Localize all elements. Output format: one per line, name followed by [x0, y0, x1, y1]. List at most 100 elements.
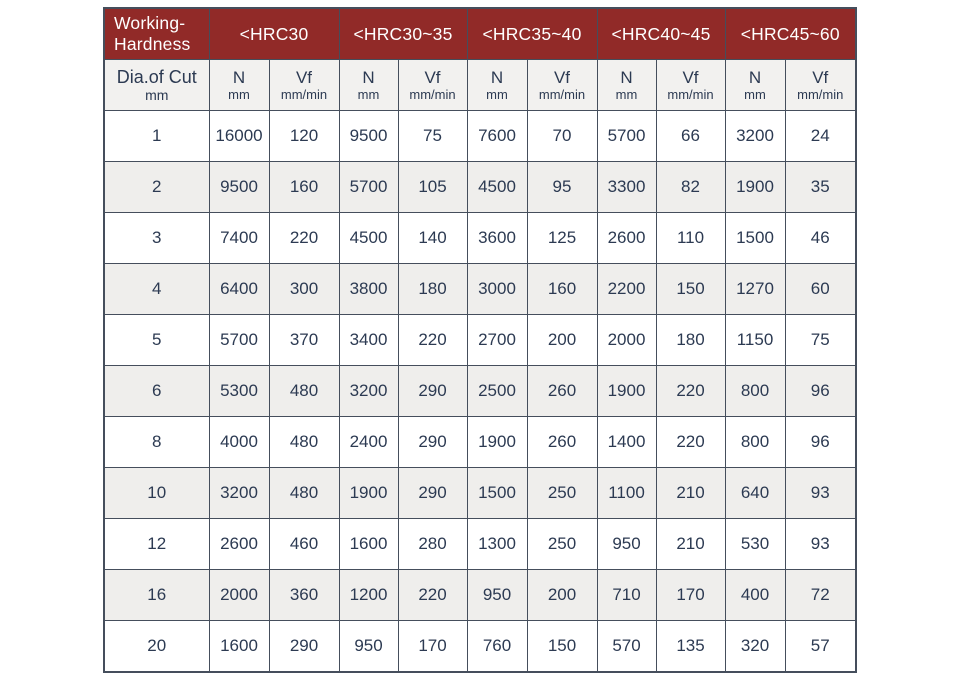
value-cell: 1300 — [466, 518, 528, 570]
value-cell: 75 — [784, 314, 857, 366]
n-header-unit: mm — [357, 87, 380, 103]
value-cell: 150 — [526, 620, 598, 673]
n-header-label: N — [490, 67, 504, 87]
value-cell: 460 — [268, 518, 340, 570]
value-cell: 4500 — [338, 212, 399, 264]
value-cell: 210 — [655, 518, 726, 570]
value-cell: 2600 — [596, 212, 657, 264]
value-cell: 125 — [526, 212, 598, 264]
table-row: 10 3200 480 1900 290 1500 250 1100 210 640 93 — [103, 467, 857, 519]
value-cell: 24 — [784, 110, 857, 162]
value-cell: 400 — [724, 569, 786, 621]
value-cell: 950 — [466, 569, 528, 621]
value-cell: 46 — [784, 212, 857, 264]
value-cell: 290 — [268, 620, 340, 673]
table-body: 1 16000 120 9500 75 7600 70 5700 66 3200 24 2 9500 16… — [103, 110, 857, 673]
value-cell: 2700 — [466, 314, 528, 366]
dia-header-label: Dia.of Cut — [116, 66, 197, 87]
table-row: 12 2600 460 1600 280 1300 250 950 210 530 93 — [103, 518, 857, 570]
value-cell: 2000 — [596, 314, 657, 366]
value-cell: 96 — [784, 365, 857, 417]
value-cell: 3200 — [724, 110, 786, 162]
value-cell: 370 — [268, 314, 340, 366]
corner-header: Working- Hardness — [103, 7, 210, 60]
value-cell: 9500 — [338, 110, 399, 162]
value-cell: 280 — [397, 518, 468, 570]
value-cell: 640 — [724, 467, 786, 519]
value-cell: 4500 — [466, 161, 528, 213]
vf-header-unit: mm/min — [667, 87, 714, 103]
value-cell: 950 — [596, 518, 657, 570]
value-cell: 1500 — [466, 467, 528, 519]
value-cell: 1200 — [338, 569, 399, 621]
value-cell: 290 — [397, 416, 468, 468]
vf-header: Vf mm/min — [784, 59, 857, 111]
value-cell: 7400 — [208, 212, 270, 264]
group-header-hrc35-40: <HRC35~40 — [466, 7, 598, 60]
value-cell: 60 — [784, 263, 857, 315]
vf-header-unit: mm/min — [538, 87, 586, 103]
value-cell: 105 — [397, 161, 468, 213]
table-row: 6 5300 480 3200 290 2500 260 1900 220 800 96 — [103, 365, 857, 417]
dia-cell: 12 — [103, 518, 210, 570]
table-row: 2 9500 160 5700 105 4500 95 3300 82 1900 35 — [103, 161, 857, 213]
value-cell: 3800 — [338, 263, 399, 315]
n-header-label: N — [362, 67, 375, 87]
vf-header: Vf mm/min — [397, 59, 468, 111]
value-cell: 220 — [655, 416, 726, 468]
table-row: 3 7400 220 4500 140 3600 125 2600 110 1500 46 — [103, 212, 857, 264]
value-cell: 72 — [784, 569, 857, 621]
value-cell: 800 — [724, 365, 786, 417]
value-cell: 120 — [268, 110, 340, 162]
value-cell: 57 — [784, 620, 857, 673]
value-cell: 480 — [268, 365, 340, 417]
vf-header-label: Vf — [295, 67, 313, 87]
value-cell: 1900 — [596, 365, 657, 417]
value-cell: 160 — [268, 161, 340, 213]
dia-cell: 16 — [103, 569, 210, 621]
vf-header: Vf mm/min — [268, 59, 340, 111]
value-cell: 260 — [526, 365, 598, 417]
n-header: N mm — [596, 59, 657, 111]
value-cell: 2500 — [466, 365, 528, 417]
value-cell: 3400 — [338, 314, 399, 366]
value-cell: 4000 — [208, 416, 270, 468]
value-cell: 320 — [724, 620, 786, 673]
value-cell: 1400 — [596, 416, 657, 468]
value-cell: 250 — [526, 467, 598, 519]
value-cell: 93 — [784, 518, 857, 570]
group-header-hrc40-45: <HRC40~45 — [596, 7, 726, 60]
group-header-hrc30-35: <HRC30~35 — [338, 7, 468, 60]
value-cell: 290 — [397, 365, 468, 417]
value-cell: 70 — [526, 110, 598, 162]
table-row: 8 4000 480 2400 290 1900 260 1400 220 800 96 — [103, 416, 857, 468]
corner-header-line2: Hardness — [114, 34, 191, 54]
value-cell: 5300 — [208, 365, 270, 417]
value-cell: 1900 — [724, 161, 786, 213]
value-cell: 480 — [268, 467, 340, 519]
value-cell: 170 — [655, 569, 726, 621]
vf-header-label: Vf — [424, 67, 441, 87]
n-header-label: N — [748, 67, 762, 87]
value-cell: 950 — [338, 620, 399, 673]
n-header-unit: mm — [228, 87, 250, 103]
value-cell: 110 — [655, 212, 726, 264]
value-cell: 260 — [526, 416, 598, 468]
corner-header-line1: Working- — [114, 13, 186, 34]
value-cell: 170 — [397, 620, 468, 673]
value-cell: 7600 — [466, 110, 528, 162]
vf-header-unit: mm/min — [280, 87, 328, 103]
value-cell: 1600 — [208, 620, 270, 673]
vf-header-label: Vf — [812, 67, 829, 87]
value-cell: 710 — [596, 569, 657, 621]
value-cell: 2200 — [596, 263, 657, 315]
value-cell: 220 — [655, 365, 726, 417]
table-row: 1 16000 120 9500 75 7600 70 5700 66 3200 24 — [103, 110, 857, 162]
sub-header-row: Dia.of Cut mm N mm Vf mm/min N mm Vf m — [103, 59, 857, 111]
n-header: N mm — [208, 59, 270, 111]
value-cell: 220 — [397, 569, 468, 621]
value-cell: 16000 — [208, 110, 270, 162]
value-cell: 1900 — [466, 416, 528, 468]
value-cell: 530 — [724, 518, 786, 570]
value-cell: 150 — [655, 263, 726, 315]
